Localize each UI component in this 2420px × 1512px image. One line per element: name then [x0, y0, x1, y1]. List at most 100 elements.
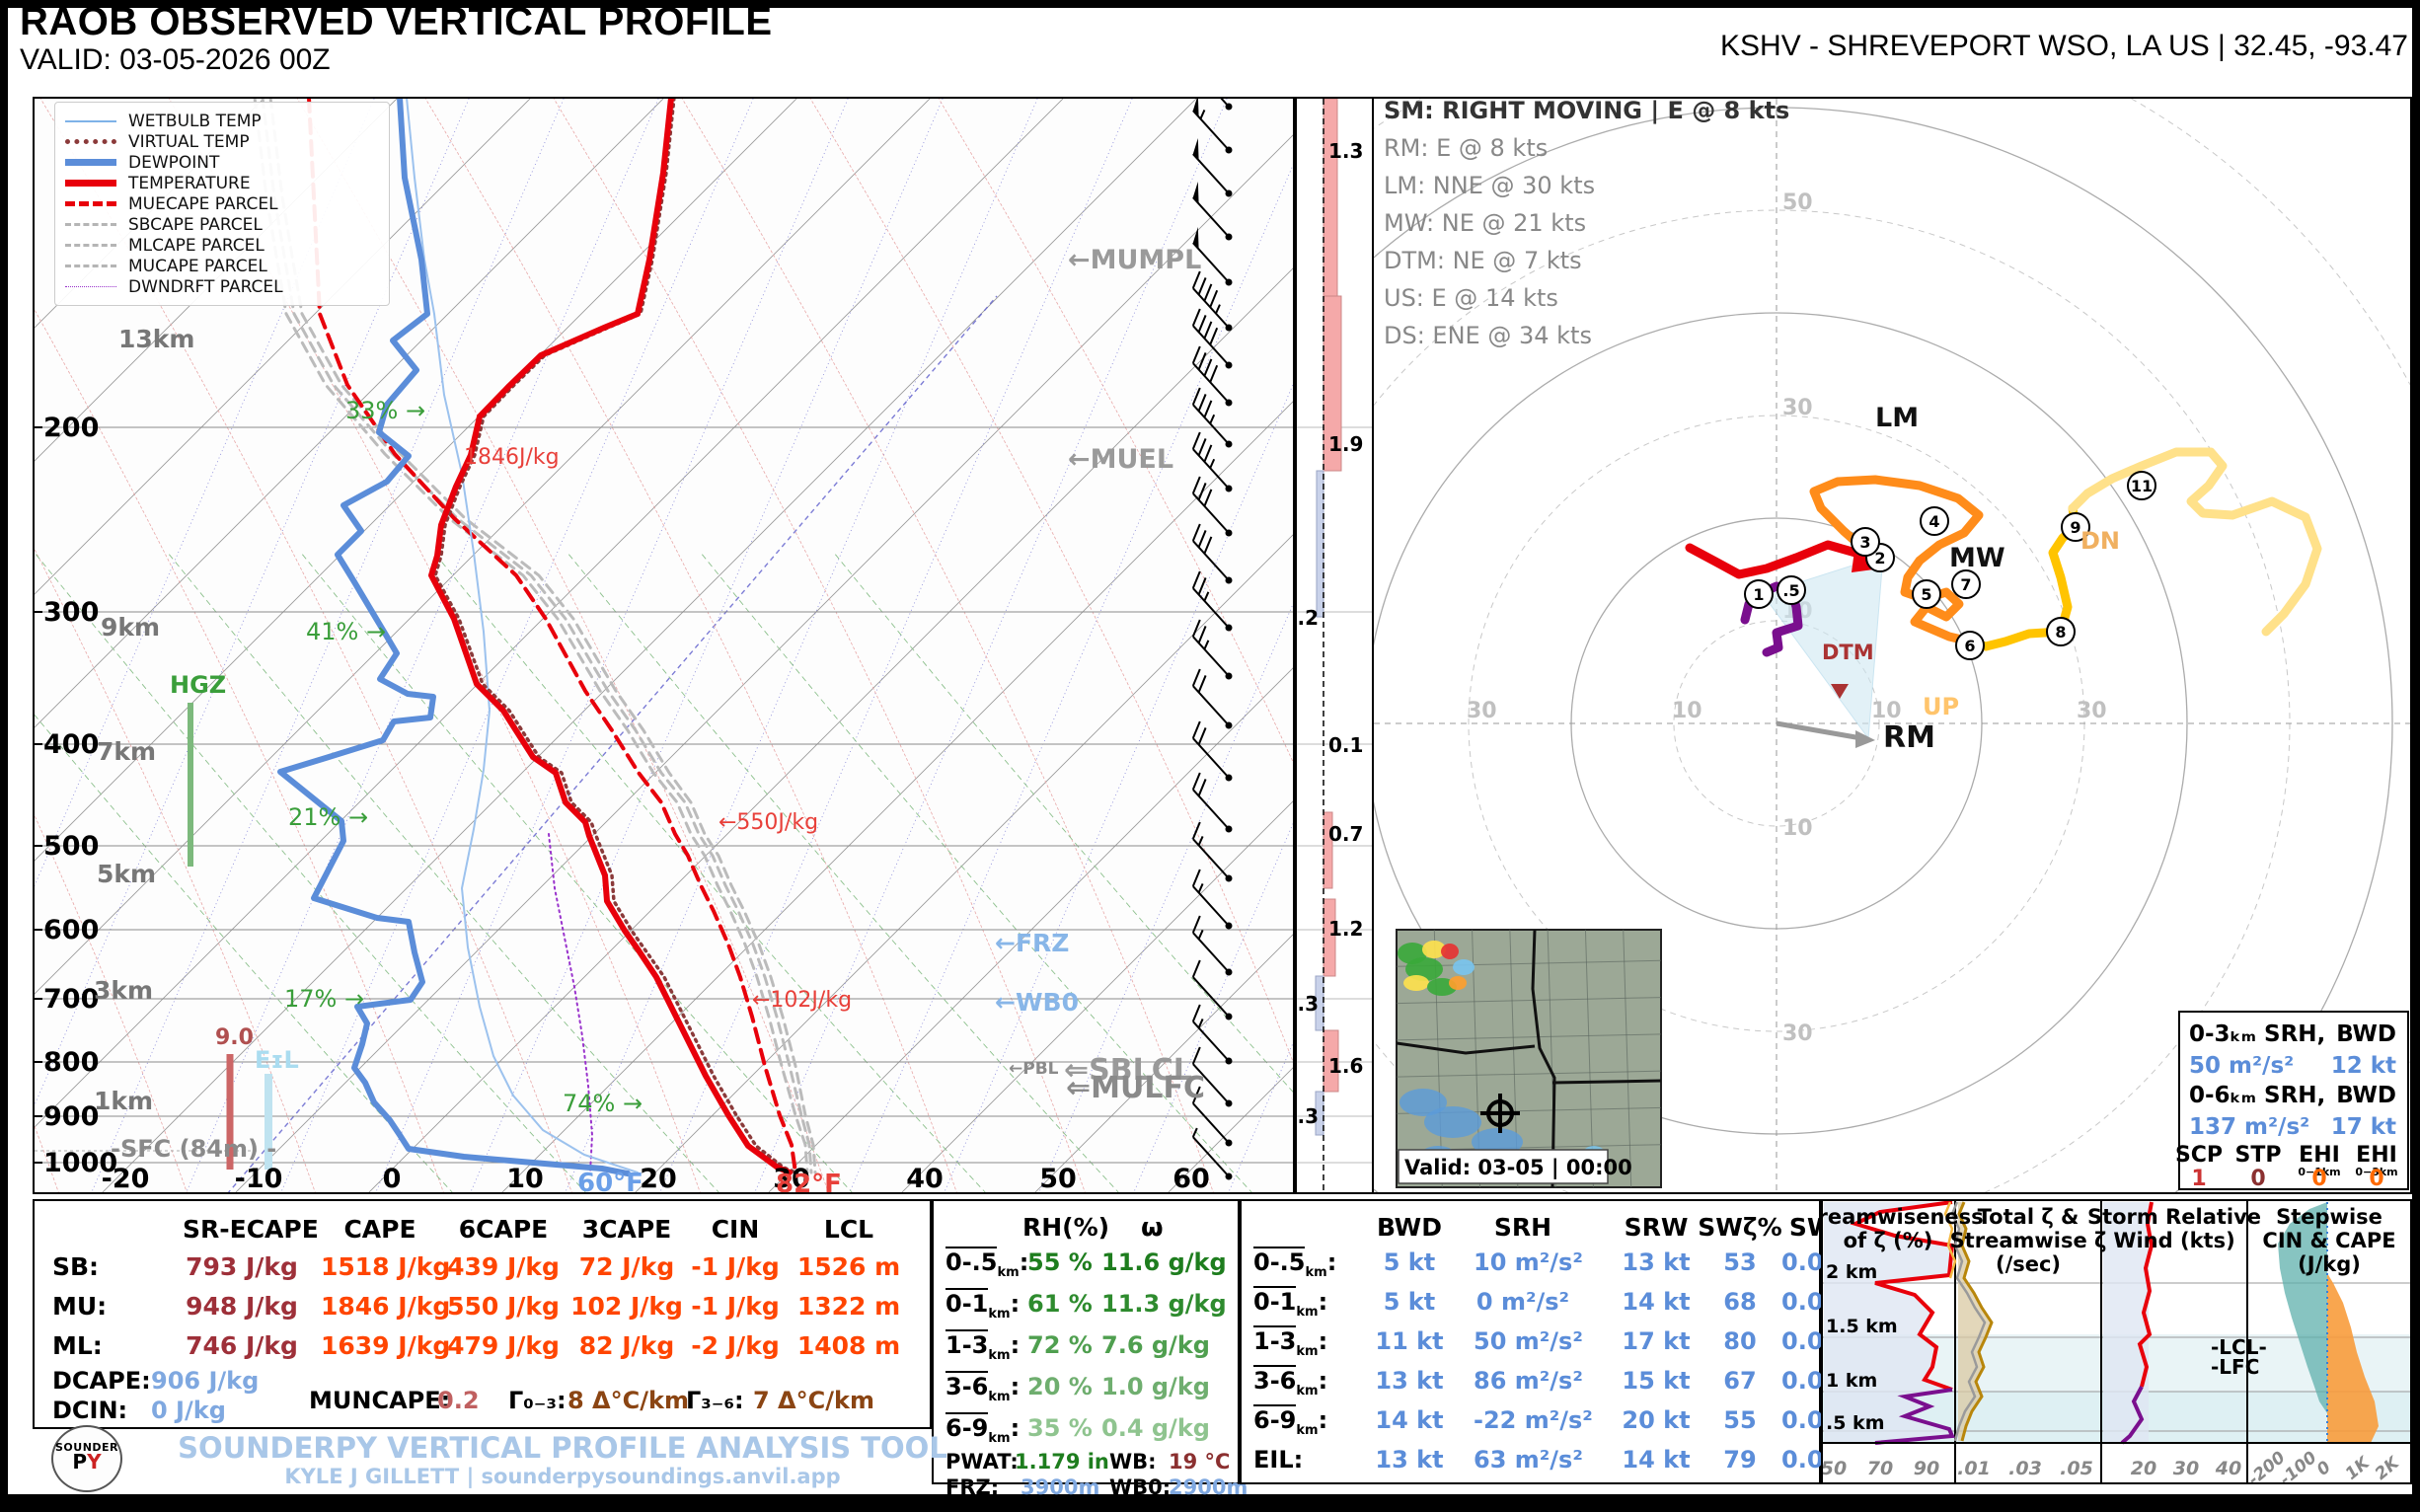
temp-tick-30: 30 — [773, 1164, 810, 1192]
hodograph-seg-1-3km — [1809, 475, 1984, 646]
miniplot-title-3-2: (J/kg) — [2298, 1252, 2361, 1276]
moisture-header-rh: RH(%) — [1022, 1213, 1110, 1242]
footer-credit[interactable]: KYLE J GILLETT | sounderpysoundings.anvi… — [284, 1465, 841, 1488]
height-marker-label: 6 — [1964, 637, 1975, 655]
kine-bwd: 11 kt — [1375, 1327, 1444, 1355]
dwndrft-line — [548, 833, 593, 1173]
hodograph-plot-area: 5030103010103010301.52345678911LMMWRMUPD… — [1374, 99, 2410, 1192]
kine-layer-label: 0-1km: — [1253, 1286, 1328, 1320]
dn-label: DN — [2080, 527, 2120, 555]
moisture-w-value: 11.6 g/kg — [1101, 1248, 1227, 1276]
dcape-value: 906 J/kg — [151, 1367, 260, 1395]
legend-swatch — [65, 244, 116, 247]
pressure-tick-500: 500 — [43, 831, 99, 862]
dcin-value: 0 J/kg — [151, 1397, 226, 1424]
pwat-value: 1.179 in — [1015, 1450, 1109, 1474]
rh-74: 74% → — [563, 1090, 643, 1117]
pbl-label: ←PBL — [1009, 1059, 1059, 1079]
moisture-layer-label: 3-6km: — [945, 1371, 1021, 1404]
miniplot-title-1-1: Streamwise ζ — [1950, 1229, 2107, 1252]
thermo-value: -1 J/kg — [691, 1292, 780, 1321]
bwd-0-6-value: 17 kt — [2331, 1114, 2396, 1140]
wb0-value: 2900m — [1169, 1475, 1248, 1499]
bwd-0-6-header: BWD — [2336, 1083, 2396, 1108]
dtm-label: DTM — [1822, 641, 1874, 664]
hgz-label: HGZ — [170, 671, 226, 699]
height-marker-label: 2 — [1874, 549, 1885, 567]
ring-label-50: 50 — [1782, 190, 1813, 215]
legend-item-virtual-temp: VIRTUAL TEMP — [65, 131, 379, 152]
temp-tick--20: -20 — [102, 1164, 150, 1192]
p2-tick-.01: .01 — [1957, 1458, 1991, 1479]
kine-bwd: 5 kt — [1383, 1248, 1436, 1276]
kine-bwd: 13 kt — [1375, 1446, 1444, 1474]
thermo-value: 72 J/kg — [578, 1252, 675, 1281]
pressure-tick-900: 900 — [43, 1101, 99, 1132]
dtm-marker — [1831, 684, 1849, 699]
p1-tick-70: 70 — [1867, 1458, 1893, 1479]
thermo-value: -1 J/kg — [691, 1252, 780, 1281]
p3-tick-30: 30 — [2173, 1458, 2199, 1479]
sounderpy-logo: SOUNDER PY — [51, 1425, 122, 1492]
streamwiseness-line-lower — [1874, 1388, 1955, 1445]
p3-LCL: -LCL- — [2211, 1335, 2267, 1359]
legend-swatch — [65, 223, 116, 226]
muncape-label: MUNCAPE: — [309, 1387, 451, 1414]
eil-label: EɪL — [255, 1046, 299, 1074]
storm-motion-line-1: RM: E @ 8 kts — [1384, 134, 1548, 162]
cape-550: ←550J/kg — [718, 810, 818, 835]
thermo-header-LCL: LCL — [823, 1215, 874, 1244]
wb-label: WB: — [1109, 1450, 1157, 1474]
legend-label: WETBULB TEMP — [128, 111, 262, 131]
height-marker-11 — [2127, 471, 2156, 500]
wind-barbs — [1191, 99, 1233, 1180]
muel-label: ←MUEL — [1068, 444, 1173, 475]
mw-label: MW — [1949, 543, 2005, 573]
height-marker-3 — [1851, 527, 1880, 557]
streamwiseness-line-upper — [1850, 1201, 1955, 1392]
ring-label-30: 30 — [1782, 396, 1813, 420]
advection-value: 0.1 — [1328, 733, 1363, 757]
bwd-0-3-value: 12 kt — [2331, 1053, 2396, 1079]
page-title: RAOB OBSERVED VERTICAL PROFILE — [20, 0, 773, 43]
storm-motion-line-4: DTM: NE @ 7 kts — [1384, 247, 1582, 274]
moisture-w-value: 7.6 g/kg — [1101, 1331, 1210, 1359]
srh-0-3-header: 0-3ₖₘ SRH, — [2189, 1021, 2325, 1047]
valid-time: VALID: 03-05-2026 00Z — [20, 43, 331, 76]
thermo-value: 82 J/kg — [578, 1331, 675, 1360]
mumpl-label: ←MUMPL — [1068, 245, 1201, 275]
legend-label: DEWPOINT — [128, 152, 220, 173]
rm-label: RM — [1883, 720, 1935, 755]
radar-inset-map[interactable]: Valid: 03-05 | 00:00 — [1396, 929, 1662, 1188]
frz-label: FRZ: — [945, 1475, 1000, 1499]
wb-value: 19 °C — [1169, 1450, 1231, 1474]
height-marker-4 — [1920, 506, 1949, 536]
moisture-rh-value: 55 % — [1027, 1248, 1093, 1276]
index-value-2: 0 — [2311, 1167, 2326, 1191]
bwd-0-3-header: BWD — [2336, 1021, 2396, 1047]
sfc-dewpoint-f: 60°F — [577, 1169, 643, 1192]
height-marker-9 — [2061, 512, 2090, 542]
miniplot-title-0-0: Streamwiseness — [1823, 1205, 1984, 1229]
wb0-label: WB0: — [1109, 1475, 1172, 1499]
miniplot-title-3-0: Stepwise — [2276, 1205, 2382, 1229]
pressure-tick-400: 400 — [43, 729, 99, 760]
moisture-table: RH(%) ω 0-.5km: 55 % 11.6 g/kg 0-1km: 61 % 11.3… — [932, 1199, 1248, 1499]
moisture-layer-label: 1-3km: — [945, 1329, 1021, 1363]
advection-bar — [1315, 975, 1324, 1031]
legend-swatch — [65, 286, 116, 287]
legend-swatch — [65, 201, 116, 206]
kine-layer-label: 6-9km: — [1253, 1404, 1328, 1438]
hodograph-chart: 5030103010103010301.52345678911LMMWRMUPD… — [1374, 99, 2410, 1192]
height-marker-6 — [1955, 631, 1985, 660]
ring-label-30: 30 — [2077, 699, 2107, 723]
logo-text-bottom: PY — [72, 1450, 102, 1474]
dcin-label: DCIN: — [52, 1397, 128, 1424]
legend-label: TEMPERATURE — [128, 173, 251, 193]
thermo-value: 948 J/kg — [186, 1292, 298, 1321]
height-marker-5 — [1912, 579, 1941, 609]
thermo-header-CIN: CIN — [711, 1215, 760, 1244]
advection-value: -0.3 — [1297, 1104, 1319, 1128]
kine-header-3: SWζ% — [1698, 1213, 1782, 1242]
temp-tick-60: 60 — [1172, 1164, 1210, 1192]
